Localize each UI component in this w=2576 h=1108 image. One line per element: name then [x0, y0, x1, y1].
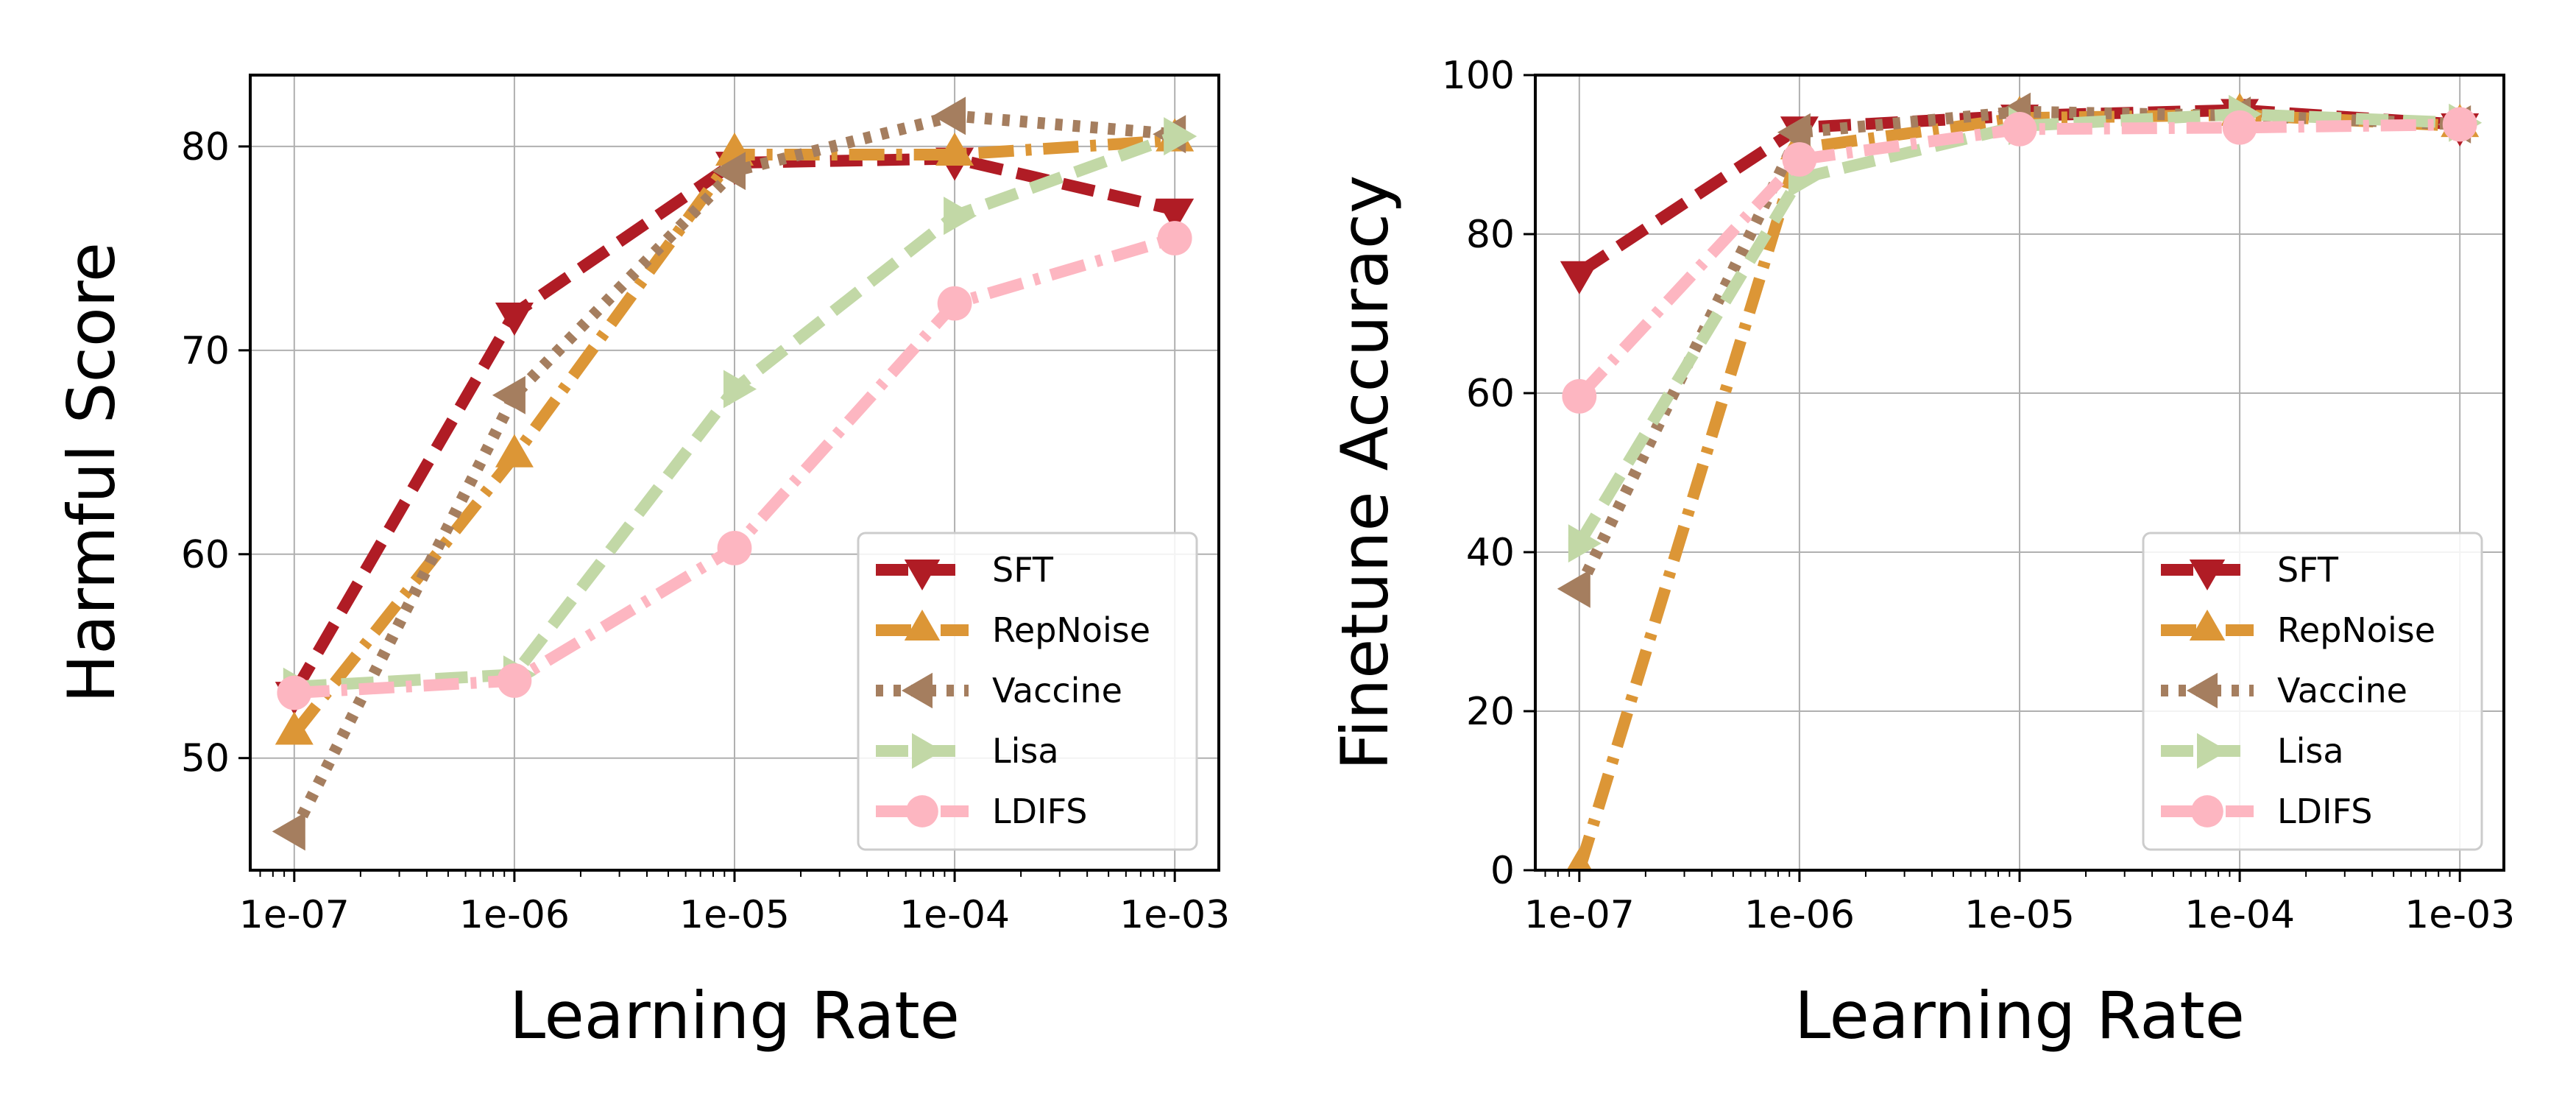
- legend-label-repnoise: RepNoise: [2277, 610, 2435, 650]
- legend-label-sft: SFT: [992, 550, 1054, 590]
- series-line-lisa: [1574, 107, 2460, 547]
- x-tick-label: 1e-03: [1119, 893, 1230, 937]
- legend-marker-repnoise: [2189, 610, 2226, 641]
- y-axis-title: Finetune Accuracy: [1327, 175, 1403, 771]
- data-point-sft: [495, 303, 534, 336]
- legend-label-lisa: Lisa: [992, 731, 1059, 771]
- data-point-lisa: [1568, 524, 1602, 563]
- legend-label-vaccine: Vaccine: [2277, 671, 2407, 710]
- legend-marker-repnoise: [904, 610, 941, 641]
- x-axis-title: Learning Rate: [1794, 978, 2245, 1054]
- x-tick-label: 1e-04: [899, 893, 1010, 937]
- data-point-vaccine: [712, 152, 746, 191]
- series-group: [1557, 92, 2483, 870]
- x-tick-label: 1e-05: [679, 893, 790, 937]
- y-tick-label: 0: [1490, 849, 1515, 893]
- data-point-vaccine: [492, 375, 526, 414]
- y-tick-label: 50: [181, 737, 230, 781]
- data-point-sft: [1560, 261, 1599, 294]
- x-tick-label: 1e-03: [2405, 893, 2515, 937]
- data-point-ldifs: [2222, 110, 2257, 145]
- y-tick-label: 60: [1466, 372, 1515, 416]
- x-tick-label: 1e-07: [1524, 893, 1635, 937]
- legend-box: [857, 532, 1198, 851]
- x-tick-label: 1e-06: [459, 893, 570, 937]
- data-point-lisa: [1164, 117, 1197, 156]
- series-line-sft: [289, 152, 1177, 696]
- data-point-repnoise: [935, 133, 974, 166]
- data-point-vaccine: [272, 812, 305, 851]
- data-point-lisa: [723, 370, 757, 409]
- data-point-vaccine: [933, 96, 966, 135]
- legend-label-lisa: Lisa: [2277, 731, 2344, 771]
- legend-marker-vaccine: [902, 672, 933, 709]
- legend: SFT RepNoise Vaccine Lisa LDIFS: [2142, 532, 2483, 851]
- y-tick-label: 40: [1466, 531, 1515, 575]
- y-tick-label: 60: [181, 533, 230, 577]
- data-point-repnoise: [275, 711, 314, 745]
- data-point-sft: [1156, 198, 1195, 232]
- data-point-ldifs: [937, 286, 972, 321]
- chart-panel-1: 1e-07 1e-06 1e-05 1e-04 1e-03 50 60 70 80 Learnin…: [54, 74, 1230, 1054]
- legend-label-repnoise: RepNoise: [992, 610, 1150, 650]
- y-tick-label: 70: [181, 329, 230, 373]
- legend: SFT RepNoise Vaccine Lisa LDIFS: [857, 532, 1198, 851]
- plot-frame: [249, 74, 1220, 872]
- data-point-vaccine: [1557, 569, 1590, 608]
- data-point-ldifs: [1562, 378, 1597, 414]
- legend-marker-lisa: [912, 733, 943, 769]
- legend-marker-lisa: [2197, 733, 2228, 769]
- data-point-ldifs: [1782, 142, 1817, 177]
- data-point-ldifs: [277, 675, 312, 710]
- data-point-repnoise: [495, 434, 534, 467]
- y-tick-label: 100: [1442, 54, 1515, 98]
- legend-marker-ldifs: [906, 795, 938, 828]
- series-group: [272, 96, 1197, 851]
- legend-marker-sft: [2189, 560, 2226, 590]
- data-point-lisa: [944, 197, 977, 236]
- x-tick-label: 1e-05: [1964, 893, 2075, 937]
- y-tick-label: 80: [1466, 213, 1515, 257]
- data-point-ldifs: [1157, 221, 1192, 255]
- data-point-vaccine: [1777, 113, 1811, 152]
- legend-label-sft: SFT: [2277, 550, 2339, 590]
- legend-marker-vaccine: [2187, 672, 2218, 709]
- data-point-repnoise: [1566, 848, 1593, 870]
- data-point-ldifs: [2442, 107, 2477, 142]
- x-tick-label: 1e-07: [239, 893, 350, 937]
- plot-frame: [1534, 74, 2505, 872]
- chart-panel-2: 1e-07 1e-06 1e-05 1e-04 1e-03 0 20 40 60 80 100 Lea…: [1327, 54, 2515, 1054]
- legend-box: [2142, 532, 2483, 851]
- data-point-ldifs: [497, 663, 532, 698]
- data-point-ldifs: [2002, 112, 2037, 147]
- data-point-ldifs: [717, 531, 752, 565]
- y-tick-label: 20: [1466, 690, 1515, 734]
- legend-marker-sft: [904, 560, 941, 590]
- legend-marker-ldifs: [2191, 795, 2223, 828]
- legend-label-vaccine: Vaccine: [992, 671, 1122, 710]
- y-tick-label: 80: [181, 125, 230, 169]
- x-tick-label: 1e-06: [1744, 893, 1855, 937]
- legend-label-ldifs: LDIFS: [2277, 791, 2372, 831]
- y-axis-title: Harmful Score: [54, 242, 130, 703]
- x-tick-label: 1e-04: [2184, 893, 2295, 937]
- legend-label-ldifs: LDIFS: [992, 791, 1087, 831]
- x-axis-title: Learning Rate: [509, 978, 960, 1054]
